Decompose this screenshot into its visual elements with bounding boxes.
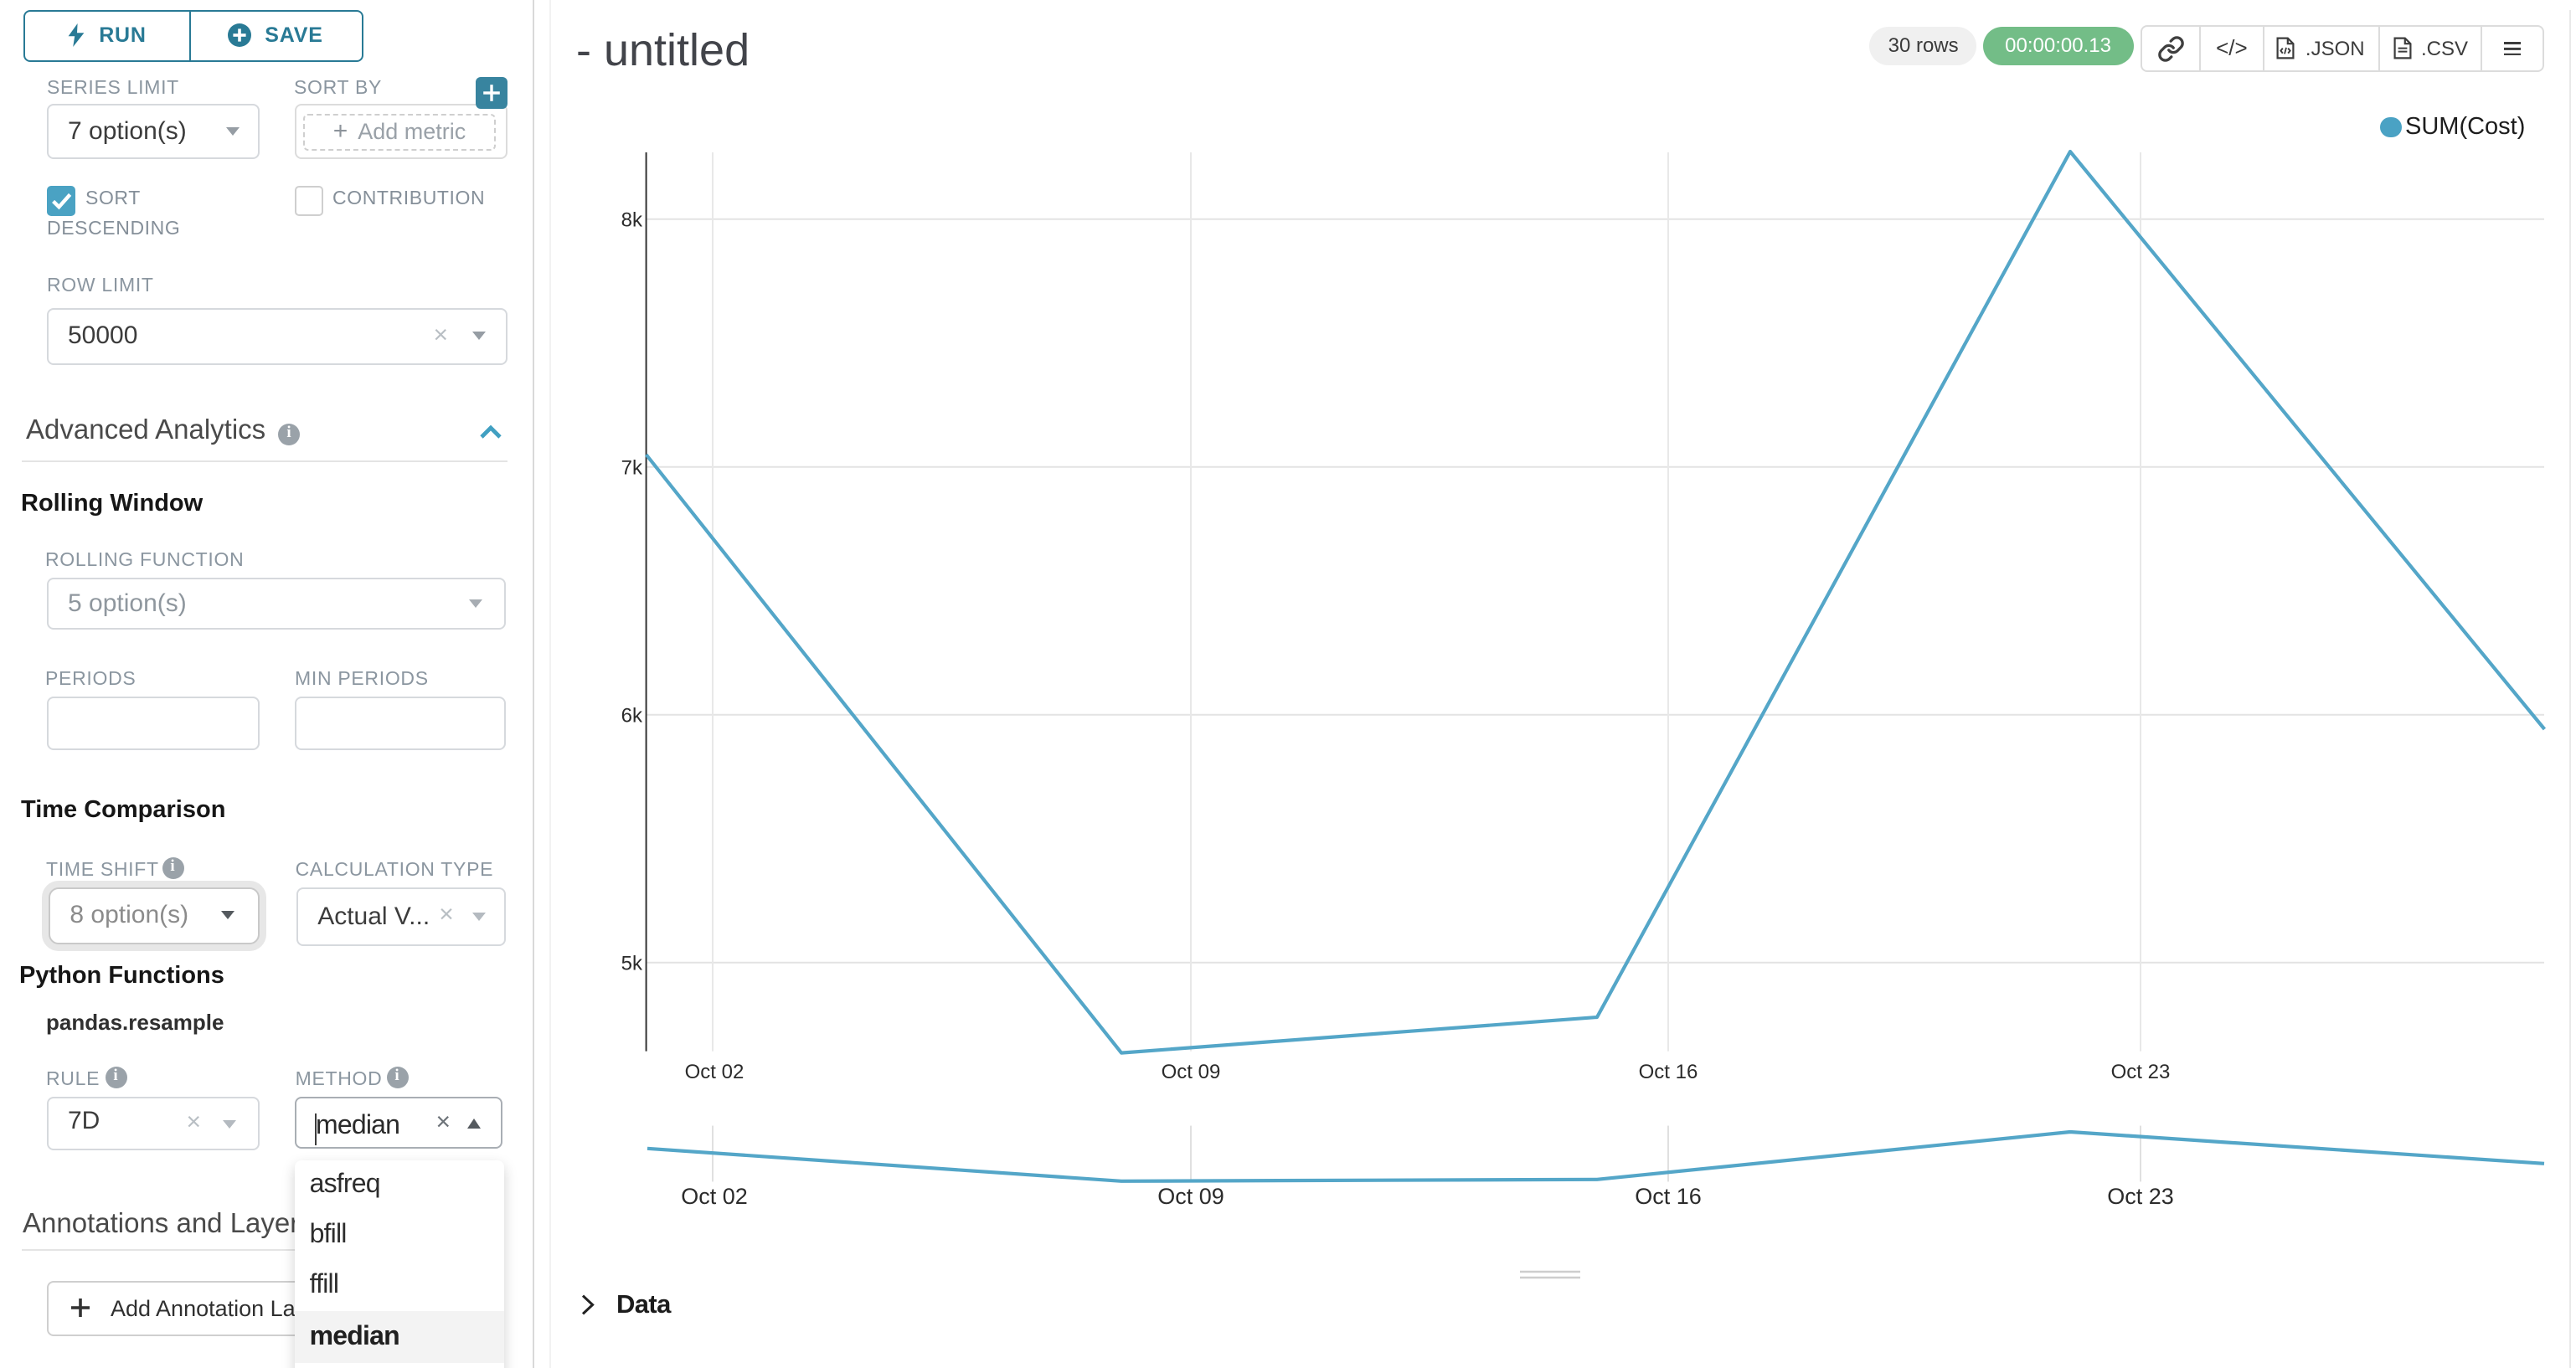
svg-text:Oct 16: Oct 16 [1638,1061,1698,1083]
svg-text:Oct 23: Oct 23 [2106,1184,2173,1209]
svg-text:6k: 6k [621,704,642,727]
svg-text:7k: 7k [621,456,642,479]
svg-text:5k: 5k [621,952,642,975]
svg-text:Oct 09: Oct 09 [1157,1184,1224,1209]
svg-text:8k: 8k [621,208,642,231]
svg-text:Oct 23: Oct 23 [2110,1061,2170,1083]
svg-text:Oct 16: Oct 16 [1634,1184,1701,1209]
svg-text:Oct 09: Oct 09 [1161,1061,1220,1083]
svg-text:Oct 02: Oct 02 [684,1061,744,1083]
svg-text:Oct 02: Oct 02 [680,1184,747,1209]
